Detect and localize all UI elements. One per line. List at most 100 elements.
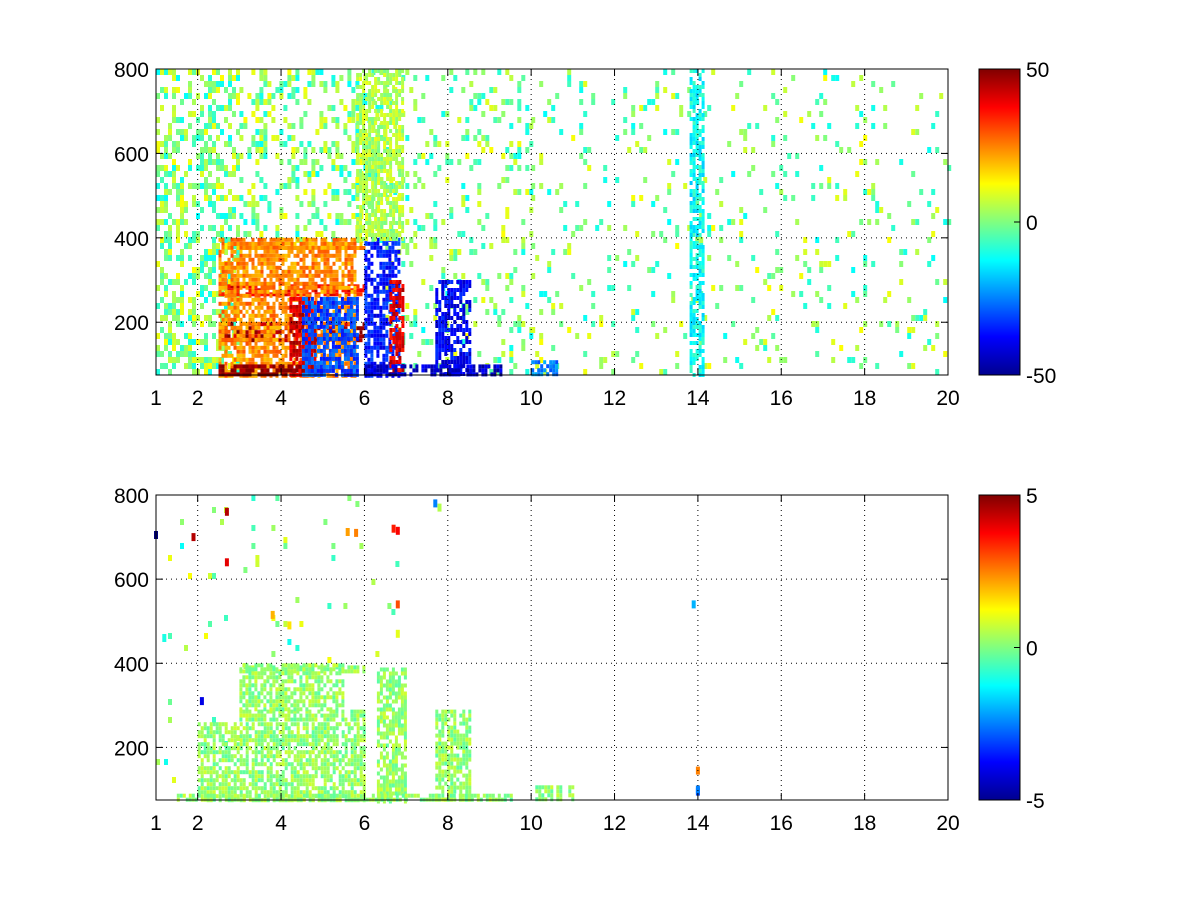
heatmap-cell <box>855 123 860 129</box>
heatmap-cell <box>326 373 330 378</box>
heatmap-cell <box>180 195 184 201</box>
heatmap-cell <box>301 324 305 329</box>
heatmap-cell <box>272 349 276 354</box>
heatmap-cell <box>374 153 378 157</box>
heatmap-cell <box>395 340 399 344</box>
heatmap-cell <box>400 372 404 377</box>
heatmap-cell <box>359 159 364 165</box>
heatmap-cell <box>319 316 323 321</box>
heatmap-cell <box>239 364 243 369</box>
heatmap-cell <box>254 349 258 354</box>
heatmap-cell <box>180 189 184 195</box>
heatmap-cell <box>368 177 372 181</box>
heatmap-cell <box>631 261 636 267</box>
heatmap-cell <box>281 245 285 250</box>
heatmap-cell <box>245 321 249 326</box>
heatmap-cell <box>692 313 696 317</box>
heatmap-cell <box>302 249 306 254</box>
heatmap-cell <box>368 141 372 145</box>
heatmap-cell <box>160 279 164 285</box>
heatmap-cell <box>278 257 282 262</box>
heatmap-cell <box>356 193 360 197</box>
heatmap-cell <box>459 308 463 312</box>
heatmap-cell <box>323 117 328 123</box>
heatmap-cell <box>698 93 702 97</box>
heatmap-cell <box>311 147 316 153</box>
heatmap-cell <box>236 99 240 105</box>
heatmap-cell <box>583 111 588 117</box>
heatmap-cell <box>352 316 356 321</box>
heatmap-cell <box>377 209 381 213</box>
heatmap-cell <box>695 277 699 281</box>
heatmap-cell <box>437 165 442 171</box>
heatmap-cell <box>401 340 405 344</box>
heatmap-cell <box>275 269 279 274</box>
heatmap-cell <box>239 329 243 334</box>
heatmap-cell <box>855 171 860 177</box>
heatmap-cell <box>302 281 306 286</box>
heatmap-cell <box>675 93 680 99</box>
heatmap-cell <box>208 117 212 123</box>
heatmap-cell <box>398 129 402 133</box>
heatmap-cell <box>188 255 192 261</box>
heatmap-cell <box>325 356 329 361</box>
heatmap-cell <box>397 257 401 262</box>
heatmap-cell <box>689 321 693 325</box>
heatmap-cell <box>364 364 368 369</box>
heatmap-cell <box>239 345 243 350</box>
heatmap-cell <box>307 308 311 313</box>
heatmap-cell <box>831 339 836 345</box>
heatmap-cell <box>359 221 363 225</box>
heatmap-cell <box>847 231 852 237</box>
heatmap-cell <box>347 201 352 207</box>
heatmap-cell <box>228 69 232 75</box>
heatmap-cell <box>263 195 268 201</box>
heatmap-cell <box>513 363 518 369</box>
heatmap-cell <box>221 245 225 250</box>
heatmap-cell <box>462 280 466 284</box>
heatmap-cell <box>212 159 216 165</box>
heatmap-cell <box>441 360 445 364</box>
heatmap-cell <box>386 185 390 189</box>
heatmap-cell <box>239 325 243 330</box>
heatmap-cell <box>316 364 320 369</box>
heatmap-cell <box>257 241 261 246</box>
heatmap-cell <box>192 231 196 237</box>
heatmap-cell <box>289 364 293 369</box>
heatmap-cell <box>448 368 452 373</box>
heatmap-cell <box>875 159 880 165</box>
heatmap-cell <box>692 245 696 249</box>
heatmap-cell <box>266 353 270 358</box>
heatmap-cell <box>176 195 180 201</box>
heatmap-cell <box>689 369 693 373</box>
heatmap-cell <box>392 304 396 308</box>
heatmap-cell <box>429 285 434 291</box>
heatmap-cell <box>367 249 371 254</box>
heatmap-cell <box>386 77 390 81</box>
heatmap-cell <box>371 205 375 209</box>
heatmap-cell <box>635 141 640 147</box>
heatmap-cell <box>224 237 228 243</box>
heatmap-cell <box>401 133 405 137</box>
heatmap-cell <box>462 312 466 316</box>
heatmap-cell <box>180 129 184 135</box>
heatmap-cell <box>398 205 402 209</box>
heatmap-cell <box>188 351 192 357</box>
heatmap-cell <box>287 285 291 290</box>
heatmap-cell <box>259 93 264 99</box>
heatmap-cell <box>302 368 306 373</box>
heatmap-cell <box>347 292 351 297</box>
heatmap-cell <box>398 109 402 113</box>
heatmap-cell <box>218 357 222 362</box>
heatmap-cell <box>314 285 318 290</box>
heatmap-cell <box>835 237 840 243</box>
heatmap-cell <box>392 360 396 364</box>
heatmap-cell <box>389 225 393 229</box>
heatmap-cell <box>251 281 255 286</box>
heatmap-cell <box>368 105 372 109</box>
heatmap-cell <box>196 273 200 279</box>
heatmap-cell <box>751 165 756 171</box>
heatmap-cell <box>689 273 693 277</box>
heatmap-cell <box>509 141 514 147</box>
heatmap-cell <box>172 315 176 321</box>
